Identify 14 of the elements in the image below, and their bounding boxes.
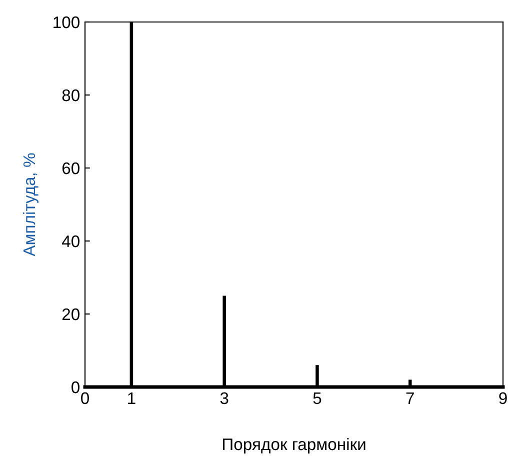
y-tick-label: 100 [54, 16, 80, 28]
x-tick-label: 1 [128, 392, 136, 404]
y-tick-label: 60 [62, 162, 80, 174]
y-tick-label: 80 [62, 89, 80, 102]
x-tick-label: 5 [313, 392, 322, 404]
x-tick-label: 0 [81, 392, 89, 404]
y-tick-label: 0 [72, 381, 80, 394]
x-tick-label: 9 [499, 392, 507, 404]
y-tick-label: 20 [62, 308, 80, 320]
x-axis-title: Порядок гармоніки [222, 438, 366, 454]
y-axis-title: Амплітуда, % [22, 153, 38, 256]
x-tick-label: 7 [406, 392, 414, 404]
y-tick-label: 40 [62, 235, 80, 248]
x-tick-label: 3 [220, 392, 228, 404]
